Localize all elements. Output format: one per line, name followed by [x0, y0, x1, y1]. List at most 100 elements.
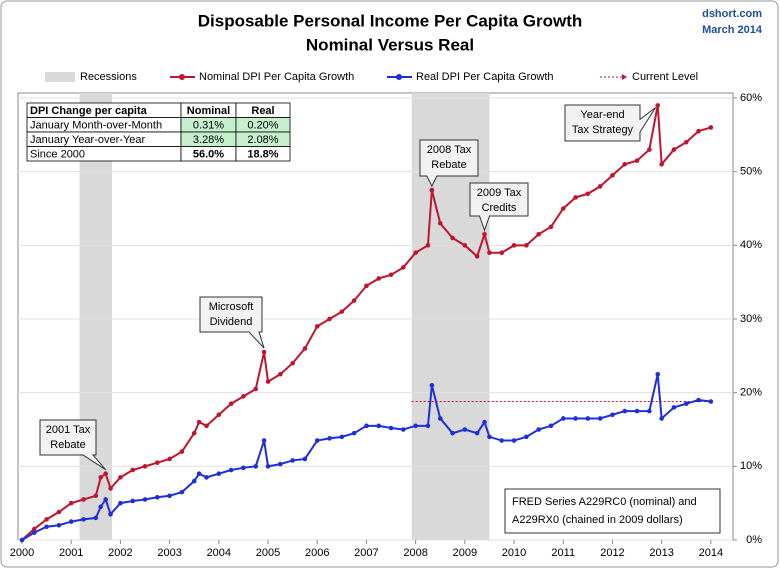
x-tick-label: 2008: [403, 547, 427, 559]
marker: [241, 394, 246, 399]
marker: [683, 139, 689, 145]
note-box: [504, 488, 721, 534]
marker: [425, 423, 431, 429]
legend-arrow: [622, 74, 627, 80]
marker: [196, 471, 202, 477]
marker: [696, 128, 701, 134]
marker: [261, 349, 267, 355]
marker: [314, 438, 320, 443]
marker: [647, 408, 652, 414]
marker: [425, 243, 431, 248]
y-tick-label: 30%: [740, 313, 762, 325]
marker: [155, 494, 160, 500]
marker: [216, 412, 222, 418]
marker: [228, 401, 234, 407]
annotation-box: [564, 104, 657, 142]
marker: [278, 461, 283, 467]
y-tick-label: 60%: [740, 92, 762, 104]
marker: [302, 346, 308, 351]
marker: [671, 405, 677, 410]
marker: [487, 250, 492, 255]
table-text: January Month-over-Month: [30, 120, 162, 132]
annotation-text: Tax Strategy: [572, 124, 634, 136]
marker: [167, 493, 172, 499]
table-text: 0.31%: [193, 120, 224, 132]
marker: [364, 423, 369, 429]
marker: [261, 438, 267, 443]
marker: [610, 412, 615, 418]
marker: [610, 173, 615, 178]
marker: [155, 460, 160, 465]
marker: [253, 464, 259, 469]
marker: [524, 243, 529, 248]
plot-area: [17, 92, 734, 541]
marker: [708, 125, 714, 130]
marker: [179, 449, 185, 454]
marker: [130, 498, 136, 504]
table-text: Nominal: [187, 105, 230, 117]
source: dshort.com: [702, 8, 762, 20]
marker: [474, 254, 480, 259]
y-tick-label: 20%: [740, 387, 762, 399]
marker: [487, 434, 492, 440]
marker: [351, 430, 357, 436]
x-tick-label: 2014: [699, 547, 723, 559]
marker: [265, 464, 271, 469]
marker: [376, 423, 382, 429]
series-line: [21, 105, 712, 541]
annotation-text: Microsoft: [209, 301, 254, 313]
marker: [462, 243, 468, 248]
marker: [499, 438, 505, 443]
x-tick-label: 2000: [10, 547, 34, 559]
marker: [98, 475, 104, 480]
marker: [103, 497, 108, 502]
marker: [683, 401, 689, 407]
legend-swatch: [45, 72, 75, 82]
marker: [56, 509, 62, 515]
marker: [19, 537, 25, 543]
y-tick-label: 50%: [740, 166, 762, 178]
marker: [327, 316, 332, 322]
annotation-text: 2008 Tax: [427, 144, 472, 156]
marker: [536, 427, 541, 432]
marker: [68, 500, 74, 506]
x-tick-label: 2013: [649, 547, 673, 559]
chart-title: Disposable Personal Income Per Capita Gr…: [198, 11, 583, 30]
marker: [585, 416, 591, 421]
annotation-box: [39, 419, 107, 471]
table-text: 56.0%: [193, 149, 224, 161]
y-tick-label: 40%: [740, 239, 762, 251]
series-line: [21, 374, 711, 541]
marker: [278, 371, 283, 377]
marker: [339, 309, 345, 314]
marker: [314, 324, 320, 329]
marker: [204, 475, 209, 480]
marker: [450, 235, 455, 241]
annotation-box: [199, 296, 265, 349]
marker: [401, 265, 406, 270]
marker: [450, 430, 455, 436]
marker: [191, 478, 197, 484]
marker: [351, 298, 357, 303]
marker: [655, 371, 661, 377]
x-tick-label: 2006: [305, 547, 329, 559]
marker: [597, 184, 603, 189]
marker: [388, 425, 394, 431]
marker: [499, 250, 505, 255]
marker: [671, 147, 677, 152]
legend-marker: [179, 74, 185, 80]
y-tick-label: 0%: [746, 534, 762, 546]
legend-label: Nominal DPI Per Capita Growth: [199, 71, 354, 83]
recession: [79, 93, 113, 540]
marker: [142, 497, 148, 502]
marker: [290, 360, 295, 366]
marker: [634, 158, 640, 163]
marker: [44, 517, 49, 522]
x-tick-label: 2012: [600, 547, 624, 559]
marker: [622, 162, 628, 167]
marker: [98, 504, 104, 510]
x-tick-label: 2009: [453, 547, 477, 559]
annotation-text: 2001 Tax: [46, 424, 91, 436]
marker: [560, 416, 566, 421]
marker: [548, 224, 554, 230]
